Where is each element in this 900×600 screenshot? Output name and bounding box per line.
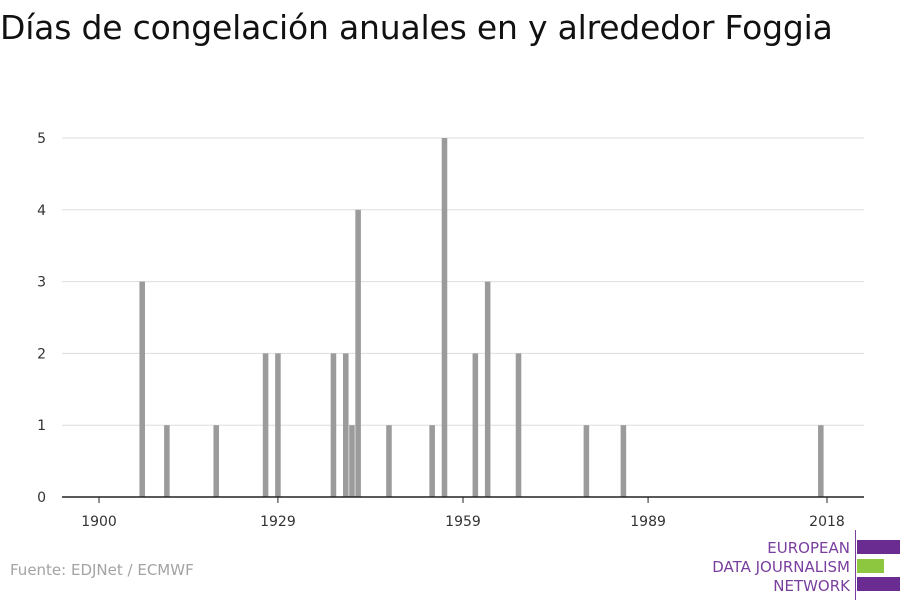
bar-1942 [355,209,361,498]
bar-1956 [441,138,448,497]
y-tick-label-0: 0 [37,490,46,506]
x-tick-label-2: 1959 [445,514,481,530]
gridlines [62,137,864,426]
bar-1985 [620,425,627,497]
bar-1968 [515,353,522,497]
x-tick-label-0: 1900 [81,514,117,530]
bar-1963 [484,281,491,497]
bar-1941 [349,425,355,497]
y-axis: 0 1 2 3 4 5 [37,131,46,506]
bar-1940 [343,353,349,497]
bar-1907 [139,281,145,497]
bar-1947 [386,425,392,497]
y-tick-label-3: 3 [37,275,46,291]
y-tick-label-2: 2 [37,346,46,362]
bar-chart: 0 1 2 3 4 5 1900 1929 1959 1989 2018 [37,131,864,530]
bar-1979 [583,425,590,497]
bar-1927 [262,353,269,497]
bar-1919 [213,425,220,497]
logo-bar-green [857,559,884,573]
bars [139,138,824,498]
logo-divider [855,530,856,600]
source-label: Fuente: EDJNet / ECMWF [10,561,194,579]
y-tick-label-1: 1 [37,418,46,434]
chart-title: Días de congelación anuales en y alreded… [0,8,833,47]
y-tick-label-4: 4 [37,203,46,219]
logo-line-2: DATA JOURNALISM [712,558,850,576]
bar-1929 [275,353,281,497]
x-axis: 1900 1929 1959 1989 2018 [81,497,845,530]
bar-1961 [472,353,479,497]
bar-1911 [164,425,170,497]
x-tick-label-4: 2018 [809,514,845,530]
bar-2017 [818,425,824,497]
logo-bar-purple-bottom [857,577,900,591]
edjnet-logo: EUROPEAN DATA JOURNALISM NETWORK [700,530,900,600]
bar-1954 [429,425,435,497]
logo-line-1: EUROPEAN [767,539,850,557]
x-tick-label-3: 1989 [630,514,666,530]
y-tick-label-5: 5 [37,131,46,147]
x-tick-label-1: 1929 [260,514,296,530]
logo-line-3: NETWORK [773,577,850,595]
bar-1938 [330,353,337,497]
logo-bar-purple-top [857,540,900,554]
